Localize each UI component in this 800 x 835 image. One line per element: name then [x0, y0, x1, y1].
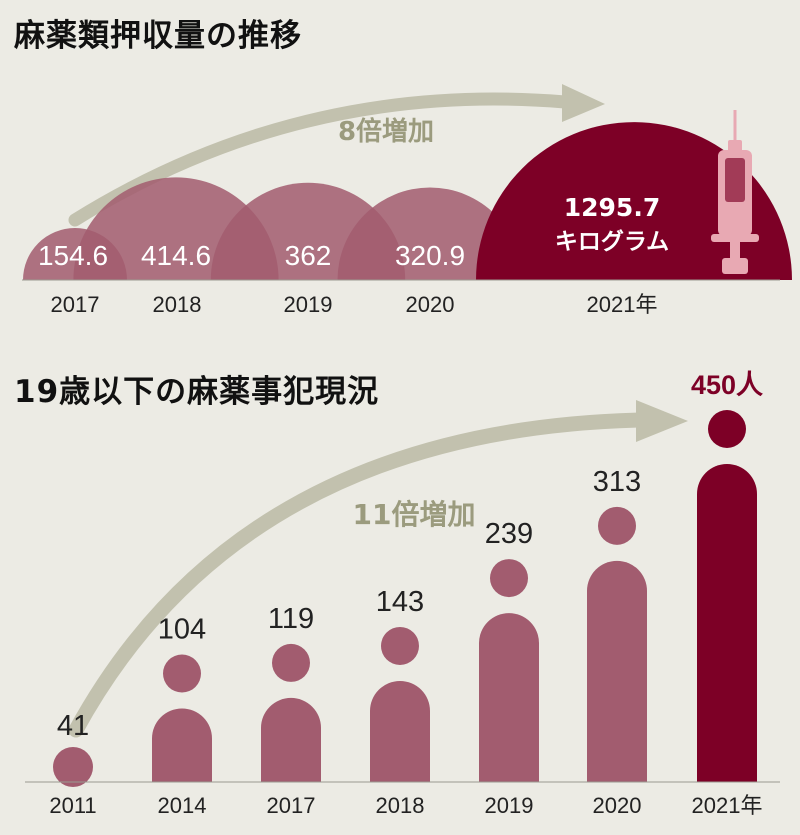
youth-value-2018: 143 [376, 586, 424, 618]
seizure-category-2021年: 2021年 [587, 292, 658, 317]
seizure-category-2018: 2018 [153, 292, 202, 317]
seizure-value-2020: 320.9 [395, 240, 465, 271]
person-icon [163, 654, 201, 693]
youth-bar-2020 [587, 506, 647, 782]
seizure-bar-2020 [337, 187, 523, 280]
person-icon [708, 410, 746, 448]
person-icon [381, 626, 419, 665]
youth-bar-2014 [152, 654, 212, 782]
youth-value-2014: 104 [158, 614, 206, 646]
youth-value-2011: 41 [57, 710, 89, 742]
growth-arrow-1 [68, 92, 572, 227]
seizure-value-2017: 154.6 [38, 240, 108, 271]
youth-category-2017: 2017 [267, 793, 316, 818]
youth-bar-2019 [479, 559, 539, 782]
growth-arrowhead-1 [562, 84, 605, 122]
growth-arrow-2 [68, 412, 648, 738]
seizure-unit-label: キログラム [555, 228, 669, 255]
youth-value-2017: 119 [268, 603, 314, 635]
youth-value-2020: 313 [593, 466, 641, 498]
youth-category-2020: 2020 [593, 793, 642, 818]
person-icon [490, 559, 528, 598]
seizure-value-2019: 362 [285, 240, 332, 271]
youth-value-2019: 239 [485, 518, 533, 550]
youth-bar-2021年 [697, 410, 757, 782]
syringe-icon [711, 110, 759, 274]
youth-category-2018: 2018 [376, 793, 425, 818]
seizure-chart-title: 麻薬類押収量の推移 [14, 18, 302, 54]
youth-bar-2011 [53, 747, 93, 787]
seizure-category-2020: 2020 [406, 292, 455, 317]
growth-arrowhead-2 [636, 400, 688, 442]
seizure-value-2021: 1295.7 [564, 193, 660, 222]
youth-category-2019: 2019 [485, 793, 534, 818]
seizure-category-2019: 2019 [284, 292, 333, 317]
youth-chart-title: 19歳以下の麻薬事犯現況 [14, 374, 380, 410]
youth-category-2021年: 2021年 [692, 793, 763, 818]
youth-category-2014: 2014 [158, 793, 207, 818]
youth-category-2011: 2011 [49, 793, 96, 818]
youth-value-2021年: 450人 [691, 370, 763, 400]
person-icon [272, 643, 310, 682]
seizure-category-2017: 2017 [51, 292, 100, 317]
growth-label-1: 8倍増加 [338, 116, 434, 147]
seizure-value-2018: 414.6 [141, 240, 211, 271]
growth-label-2: 11倍増加 [353, 498, 476, 531]
person-icon [598, 506, 636, 545]
youth-bar-2017 [261, 643, 321, 782]
youth-bar-2018 [370, 626, 430, 782]
